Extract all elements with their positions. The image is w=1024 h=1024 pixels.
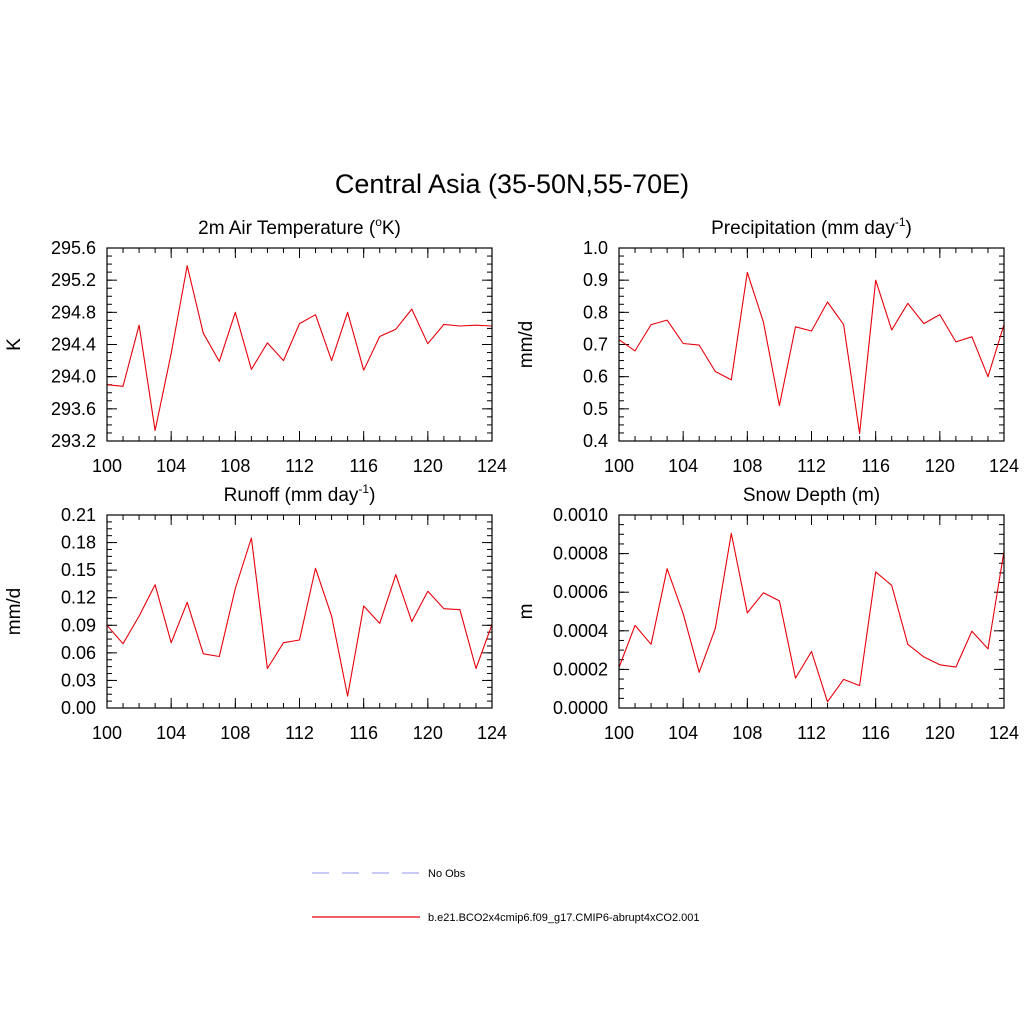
y-tick-label: 0.00	[61, 698, 96, 718]
y-tick-label: 294.8	[51, 302, 96, 322]
y-tick-label: 295.2	[51, 270, 96, 290]
y-tick-label: 293.2	[51, 431, 96, 451]
plot-frame	[106, 247, 493, 442]
panel-title-end: )	[369, 485, 375, 506]
legend-model-label: b.e21.BCO2x4cmip6.f09_g17.CMIP6-abrupt4x…	[428, 912, 700, 924]
panel-title-end: )	[906, 218, 912, 239]
y-tick-label: 0.0006	[553, 582, 608, 602]
panel-1: 2m Air Temperature (oK) K 100 104 108 112 116 1…	[4, 215, 507, 476]
panel-title-text: 2m Air Temperature (	[198, 218, 376, 239]
y-tick-label: 0.0004	[553, 621, 608, 641]
figure-title: Central Asia (35-50N,55-70E)	[335, 169, 689, 199]
legend-obs-label: No Obs	[428, 868, 466, 880]
plot-frame	[618, 247, 1005, 442]
y-tick-label: 0.18	[61, 533, 96, 553]
series-line	[106, 265, 493, 432]
x-tick-label: 116	[349, 456, 378, 476]
panels: 2m Air Temperature (oK) K 100 104 108 112 116 1…	[4, 215, 1019, 743]
series-line	[618, 532, 1005, 703]
y-axis-label: m	[516, 604, 537, 620]
x-tick-label: 108	[220, 456, 250, 476]
y-tick-label: 295.6	[51, 238, 96, 258]
panel-4: Snow Depth (m) m 100 104 108 112 116 120 124 0.00…	[516, 485, 1019, 743]
x-tick-label: 116	[349, 723, 378, 743]
y-tick-label: 0.03	[61, 670, 96, 690]
y-tick-label: 294.4	[51, 335, 96, 355]
panel-title: Snow Depth (m)	[743, 485, 880, 506]
y-tick-label: 0.4	[583, 431, 608, 451]
y-tick-label: 293.6	[51, 399, 96, 419]
x-tick-label: 120	[413, 456, 443, 476]
y-axis-label: K	[4, 338, 25, 351]
x-tick-label: 124	[477, 456, 507, 476]
y-tick-label: 0.6	[583, 367, 608, 387]
x-tick-label: 108	[732, 723, 762, 743]
x-tick-label: 112	[285, 456, 314, 476]
y-tick-label: 0.5	[583, 399, 608, 419]
x-tick-label: 100	[604, 723, 634, 743]
y-tick-label: 0.21	[61, 505, 96, 525]
y-tick-label: 0.0010	[553, 505, 608, 525]
y-tick-label: 0.0002	[553, 659, 608, 679]
y-axis-label: mm/d	[4, 588, 25, 636]
y-tick-label: 0.09	[61, 615, 96, 635]
y-axis-label: mm/d	[516, 321, 537, 369]
y-tick-label: 0.15	[61, 560, 96, 580]
series-line	[106, 537, 493, 697]
x-tick-label: 112	[797, 456, 826, 476]
x-tick-label: 120	[413, 723, 443, 743]
x-tick-label: 104	[668, 723, 698, 743]
x-tick-label: 112	[797, 723, 826, 743]
x-tick-label: 112	[285, 723, 314, 743]
y-tick-label: 0.7	[583, 335, 608, 355]
y-tick-label: 0.8	[583, 302, 608, 322]
x-tick-label: 124	[989, 456, 1019, 476]
x-tick-label: 124	[989, 723, 1019, 743]
panel-title-text: Precipitation (mm day	[711, 218, 895, 239]
plot-frame	[618, 514, 1005, 709]
panel-title: Runoff (mm day-1)	[224, 482, 376, 506]
x-tick-label: 104	[156, 456, 186, 476]
y-tick-label: 294.0	[51, 367, 96, 387]
x-tick-label: 120	[925, 456, 955, 476]
x-tick-label: 108	[732, 456, 762, 476]
x-tick-label: 108	[220, 723, 250, 743]
legend: No Obs b.e21.BCO2x4cmip6.f09_g17.CMIP6-a…	[312, 868, 700, 924]
x-tick-label: 100	[92, 456, 122, 476]
y-tick-label: 0.9	[583, 270, 608, 290]
y-tick-label: 0.0000	[553, 698, 608, 718]
x-tick-label: 120	[925, 723, 955, 743]
panel-2: Precipitation (mm day-1) mm/d 100 104 108 112…	[516, 215, 1019, 476]
x-tick-label: 124	[477, 723, 507, 743]
panel-title-sup: -1	[358, 482, 369, 496]
x-tick-label: 104	[156, 723, 186, 743]
x-tick-label: 100	[604, 456, 634, 476]
panel-title-text: Snow Depth (m)	[743, 485, 880, 506]
panel-title-sup: o	[375, 215, 382, 229]
panel-title-text: Runoff (mm day	[224, 485, 359, 506]
y-tick-label: 1.0	[583, 238, 608, 258]
y-tick-label: 0.0008	[553, 544, 608, 564]
panel-title: Precipitation (mm day-1)	[711, 215, 912, 239]
panel-title-end: K)	[382, 218, 401, 239]
x-tick-label: 116	[861, 456, 890, 476]
plot-frame	[106, 514, 493, 709]
x-tick-label: 104	[668, 456, 698, 476]
series-line	[618, 271, 1005, 435]
panel-title-sup: -1	[895, 215, 906, 229]
x-tick-label: 116	[861, 723, 890, 743]
y-tick-label: 0.06	[61, 643, 96, 663]
panel-title: 2m Air Temperature (oK)	[198, 215, 401, 239]
y-tick-label: 0.12	[61, 588, 96, 608]
panel-3: Runoff (mm day-1) mm/d 100 104 108 112 116 120 1…	[4, 482, 507, 743]
x-tick-label: 100	[92, 723, 122, 743]
